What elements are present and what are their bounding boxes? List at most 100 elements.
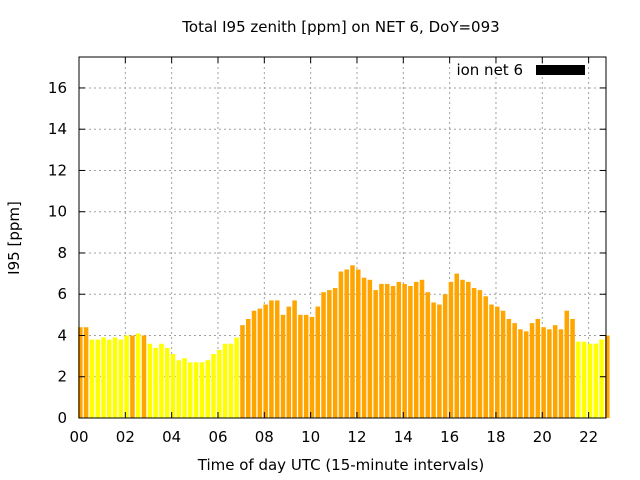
bar: [552, 325, 558, 418]
bar: [298, 314, 303, 418]
bar: [373, 290, 378, 418]
bar: [361, 277, 367, 418]
bar: [605, 335, 610, 418]
y-tick-label: 0: [57, 409, 67, 427]
bar: [95, 339, 100, 418]
bar: [471, 288, 477, 418]
x-tick-label: 18: [486, 428, 505, 446]
bar: [107, 339, 112, 418]
bar: [193, 362, 199, 418]
bar: [292, 300, 297, 418]
bar: [518, 329, 523, 418]
y-tick-label: 8: [57, 244, 67, 262]
bar: [176, 360, 182, 418]
x-axis-label: Time of day UTC (15-minute intervals): [197, 456, 484, 474]
bar: [327, 290, 332, 418]
bar: [356, 269, 361, 418]
bar: [246, 318, 251, 418]
bar: [182, 358, 187, 418]
bar: [466, 281, 471, 418]
bar: [89, 339, 95, 418]
y-tick-label: 6: [57, 285, 67, 303]
y-tick-label: 14: [48, 120, 67, 138]
bar: [83, 327, 89, 418]
bar: [269, 300, 274, 418]
bar: [338, 271, 344, 418]
bar: [396, 281, 402, 418]
x-tick-label: 10: [301, 428, 320, 446]
chart-title: Total I95 zenith [ppm] on NET 6, DoY=093: [181, 18, 499, 36]
bar: [164, 347, 170, 418]
bar: [315, 306, 321, 418]
bar: [170, 354, 176, 418]
bar: [159, 343, 164, 418]
bar: [442, 294, 448, 418]
y-tick-label: 2: [57, 368, 67, 386]
bar: [240, 325, 245, 418]
legend-swatch: [536, 65, 585, 75]
bar: [350, 265, 355, 418]
bar: [274, 300, 280, 418]
bar: [153, 347, 158, 418]
bar: [593, 343, 598, 418]
bar: [460, 279, 465, 418]
x-tick-label: 00: [69, 428, 88, 446]
bar: [454, 273, 460, 418]
bar: [332, 288, 338, 418]
bar: [379, 283, 384, 418]
legend: ion net 6: [456, 61, 585, 79]
bar: [309, 316, 315, 418]
bar: [506, 318, 512, 418]
x-tick-label: 08: [255, 428, 274, 446]
bar: [558, 329, 564, 418]
bar: [344, 269, 349, 418]
bar: [222, 343, 228, 418]
x-tick-label: 12: [347, 428, 366, 446]
bar: [541, 327, 546, 418]
x-tick-label: 04: [162, 428, 181, 446]
bar: [390, 285, 396, 418]
bar: [234, 337, 239, 418]
bar: [112, 337, 118, 418]
bar: [431, 302, 436, 418]
bar: [529, 323, 535, 418]
bar: [489, 304, 494, 418]
bar: [263, 304, 268, 418]
y-tick-label: 12: [48, 161, 67, 179]
bar: [118, 339, 124, 418]
bar: [483, 296, 488, 418]
bar: [321, 292, 326, 418]
bar: [599, 339, 604, 418]
bar: [402, 283, 407, 418]
bar: [500, 310, 506, 418]
bar: [101, 337, 106, 418]
bar: [147, 343, 153, 418]
bar: [211, 354, 216, 418]
bar: [448, 281, 454, 418]
bar: [257, 308, 263, 418]
bar: [437, 304, 442, 418]
y-axis-label: I95 [ppm]: [5, 201, 23, 275]
plot-frame: [78, 56, 607, 419]
bars: [78, 265, 610, 418]
bar: [581, 341, 587, 418]
bar: [217, 349, 222, 418]
bar: [384, 283, 390, 418]
x-tick-label: 14: [394, 428, 413, 446]
bar: [495, 306, 500, 418]
bar: [523, 331, 529, 418]
bar: [130, 335, 135, 418]
x-tick-label: 02: [116, 428, 135, 446]
bar: [576, 341, 581, 418]
bar: [286, 306, 292, 418]
bar: [425, 292, 431, 418]
x-tick-label: 16: [440, 428, 459, 446]
bar: [78, 327, 83, 418]
bar: [419, 279, 425, 418]
y-tick-label: 10: [48, 203, 67, 221]
bar: [124, 335, 129, 418]
legend-label: ion net 6: [456, 61, 523, 79]
bar: [535, 318, 541, 418]
bar: [199, 362, 205, 418]
